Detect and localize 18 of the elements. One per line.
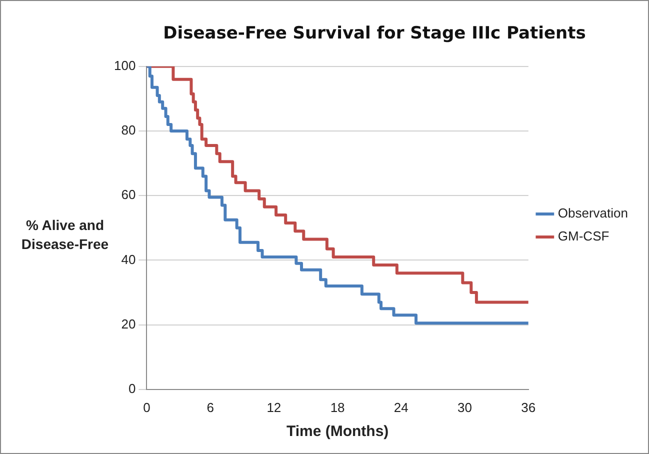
y-axis-title: % Alive and Disease-Free (20, 216, 110, 254)
y-tick-label: 0 (128, 380, 136, 396)
x-tick-label: 18 (330, 400, 345, 415)
legend-label: Observation (558, 206, 628, 221)
x-axis-title: Time (Months) (286, 423, 389, 440)
x-tick-label: 30 (458, 400, 472, 415)
x-tick-label: 0 (143, 400, 150, 415)
x-tick-label: 24 (394, 400, 408, 415)
legend-label: GM-CSF (558, 228, 610, 244)
y-tick-label: 60 (121, 187, 136, 202)
y-tick-label: 40 (121, 252, 136, 267)
x-tick-label: 12 (266, 400, 282, 415)
x-tick-label: 6 (206, 400, 214, 415)
y-tick-label: 80 (121, 122, 136, 138)
y-tick-label: 100 (114, 58, 136, 73)
x-tick-label: 36 (521, 400, 536, 415)
chart-title: Disease-Free Survival for Stage IIIc Patients (163, 24, 586, 44)
y-tick-label: 20 (121, 316, 136, 332)
